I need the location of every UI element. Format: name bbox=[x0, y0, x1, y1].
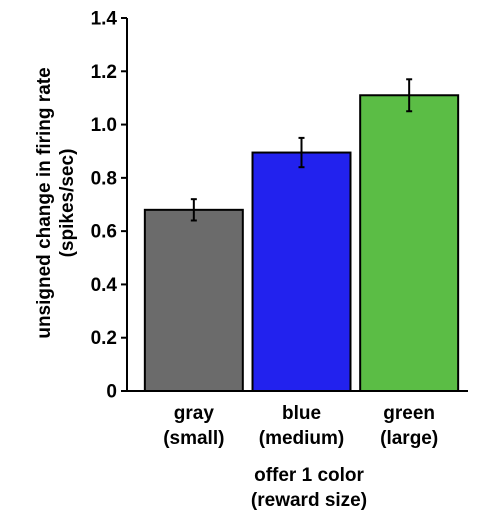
x-axis-label-line1: offer 1 color bbox=[254, 465, 364, 486]
y-tick-label: 0 bbox=[106, 382, 117, 403]
x-axis-category-labels: gray (small) blue (medium) green (large) bbox=[163, 403, 438, 449]
bar-green bbox=[359, 94, 460, 392]
x-axis-label: offer 1 color (reward size) bbox=[251, 465, 367, 511]
y-axis-label-line2: (spikes/sec) bbox=[57, 149, 78, 258]
x-tick-sublabel: (large) bbox=[380, 428, 438, 449]
y-tick-label: 0.2 bbox=[91, 328, 117, 349]
y-tick-label: 1.4 bbox=[91, 9, 118, 30]
x-tick-label: green bbox=[383, 403, 435, 424]
y-axis-label: unsigned change in firing rate (spikes/s… bbox=[34, 67, 78, 338]
y-tick-label: 1.2 bbox=[91, 62, 117, 83]
y-tick-label: 0.4 bbox=[91, 275, 118, 296]
x-tick-label: gray bbox=[174, 403, 215, 424]
x-axis-label-line2: (reward size) bbox=[251, 490, 367, 511]
y-tick-label: 0.6 bbox=[91, 222, 117, 243]
bars bbox=[143, 78, 460, 392]
bar-blue bbox=[251, 151, 352, 392]
y-axis-ticks: 0 0.2 0.4 0.6 0.8 1.0 1.2 1.4 bbox=[91, 9, 127, 403]
bar-gray bbox=[143, 208, 244, 392]
x-tick-sublabel: (medium) bbox=[259, 428, 345, 449]
y-axis-label-line1: unsigned change in firing rate bbox=[34, 67, 55, 338]
x-tick-sublabel: (small) bbox=[163, 428, 224, 449]
y-tick-label: 1.0 bbox=[91, 115, 117, 136]
y-tick-label: 0.8 bbox=[91, 168, 117, 189]
x-tick-label: blue bbox=[282, 403, 321, 424]
